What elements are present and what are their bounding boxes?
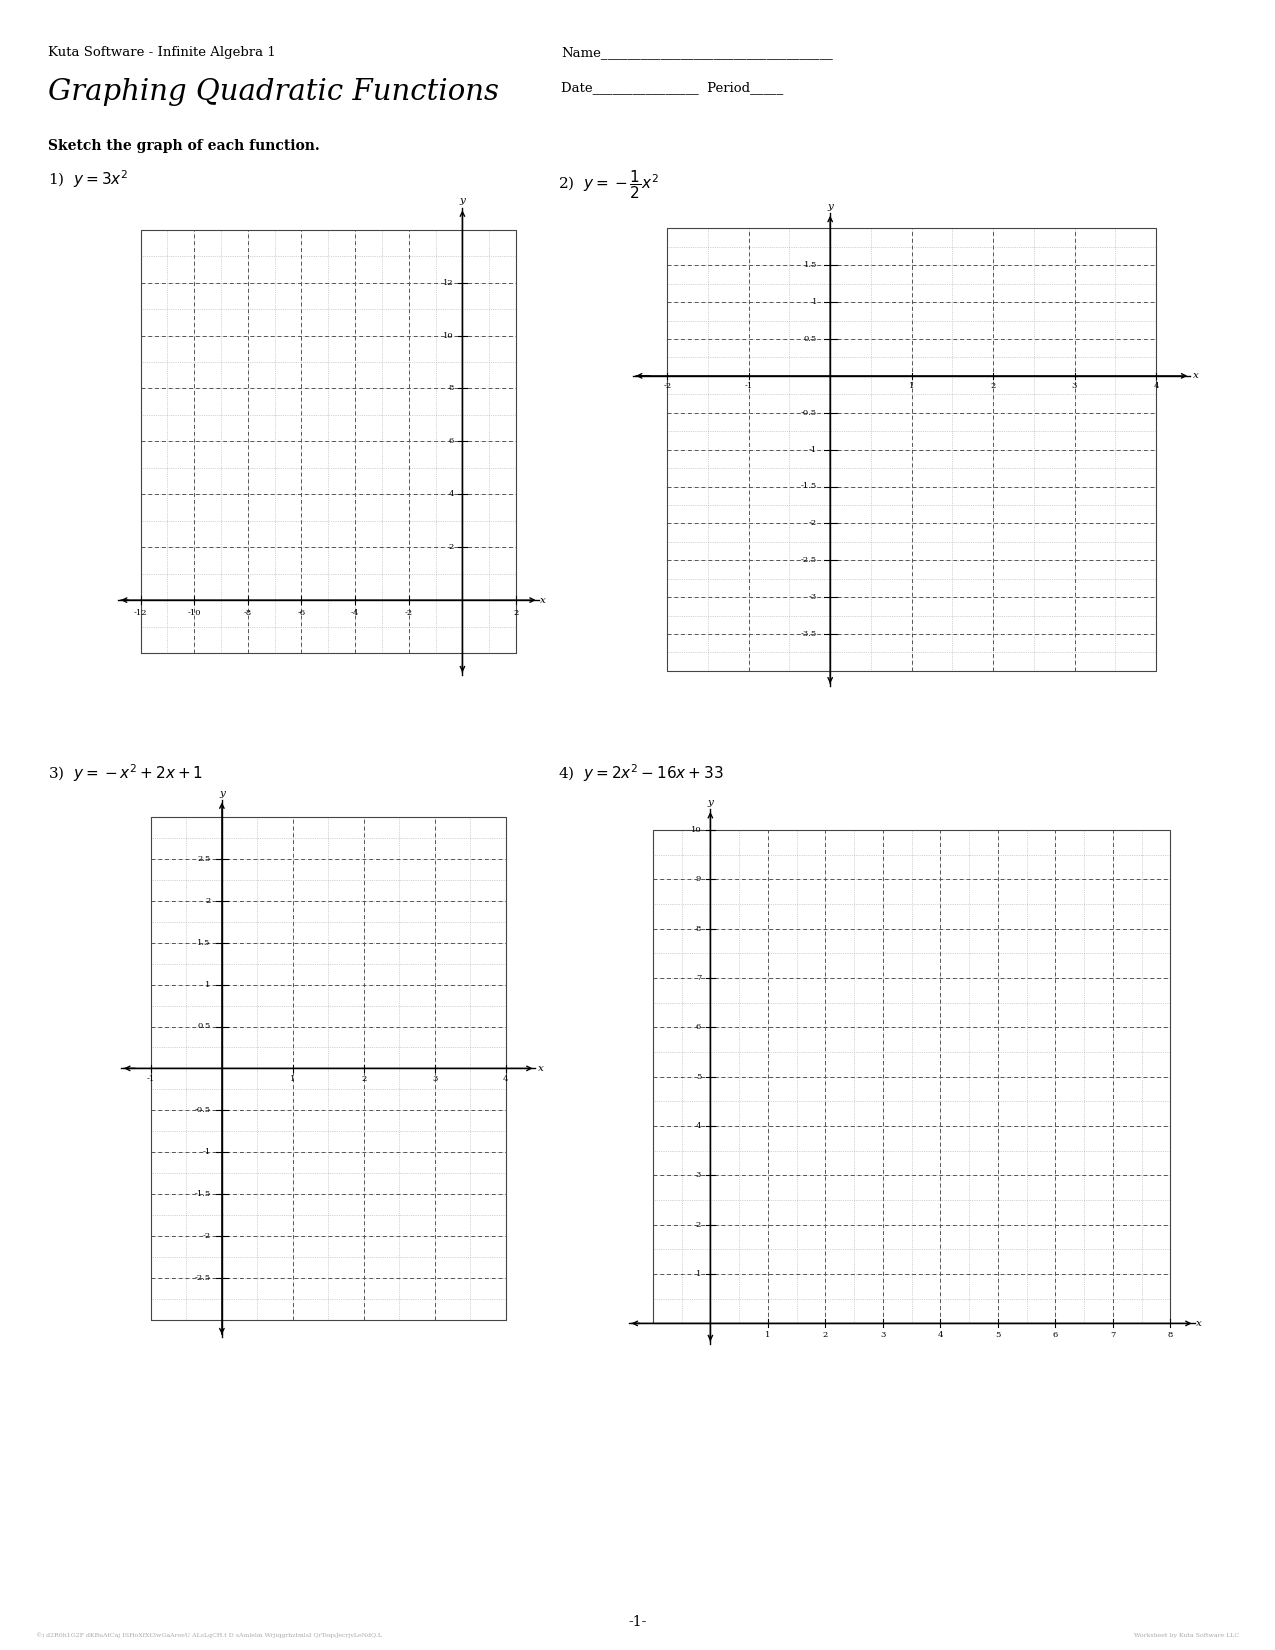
Text: 4: 4 [937,1332,944,1340]
Text: Graphing Quadratic Functions: Graphing Quadratic Functions [48,78,500,106]
Text: 7: 7 [696,974,701,982]
Text: 1.5: 1.5 [198,939,210,947]
Text: 4: 4 [502,1076,509,1082]
Text: 3: 3 [880,1332,886,1340]
Text: -1.5: -1.5 [194,1190,210,1198]
Bar [667,228,1156,672]
Text: 2: 2 [205,898,210,904]
Text: 1)  $y = 3x^2$: 1) $y = 3x^2$ [48,168,129,190]
Text: 2: 2 [514,609,519,617]
Text: -0.5: -0.5 [194,1106,210,1114]
Text: 1.5: 1.5 [803,261,817,269]
Text: 6: 6 [449,437,454,446]
Text: 2: 2 [991,381,996,389]
Text: 1: 1 [696,1270,701,1279]
Text: -10: -10 [187,609,201,617]
Text: ©i d2R0h1G2F dKBuAtCaj ISHoXfXt3wGaAroeU ALsLqCH.t D sAmlelm WrjiqgrhztmlsI QrTe: ©i d2R0h1G2F dKBuAtCaj ISHoXfXt3wGaAroeU… [36,1634,381,1638]
Text: 12: 12 [444,279,454,287]
Text: 10: 10 [691,827,701,833]
Text: -1: -1 [147,1076,156,1082]
Text: x: x [538,1064,543,1072]
Text: Sketch the graph of each function.: Sketch the graph of each function. [48,139,320,152]
Text: 7: 7 [1111,1332,1116,1340]
Text: 8: 8 [696,924,701,932]
Bar [150,817,506,1320]
Text: 4: 4 [449,490,454,498]
Text: 4)  $y = 2x^2 - 16x + 33$: 4) $y = 2x^2 - 16x + 33$ [558,762,724,784]
Text: 2: 2 [361,1076,366,1082]
Text: 3: 3 [1072,381,1077,389]
Text: -3.5: -3.5 [801,630,817,639]
Text: 1: 1 [291,1076,296,1082]
Text: Name___________________________________: Name___________________________________ [561,46,833,59]
Text: -2.5: -2.5 [801,556,817,564]
Text: y: y [219,789,224,797]
Text: 0.5: 0.5 [198,1023,210,1031]
Text: 1: 1 [812,299,817,307]
Text: -3: -3 [808,592,817,601]
Text: 8: 8 [449,384,454,393]
Text: 1: 1 [765,1332,770,1340]
Text: 10: 10 [444,332,454,340]
Text: 2.5: 2.5 [198,855,210,863]
Text: 0.5: 0.5 [803,335,817,343]
Text: 1: 1 [909,381,914,389]
Text: -12: -12 [134,609,148,617]
Text: 4: 4 [1154,381,1159,389]
Text: 2: 2 [822,1332,827,1340]
Text: 3)  $y = -x^2 + 2x + 1$: 3) $y = -x^2 + 2x + 1$ [48,762,204,784]
Text: 5: 5 [696,1072,701,1081]
Text: -1.5: -1.5 [801,482,817,490]
Text: -2: -2 [404,609,413,617]
Text: x: x [541,596,546,604]
Text: 3: 3 [696,1172,701,1180]
Text: -1-: -1- [629,1615,646,1629]
Text: x: x [1196,1318,1202,1328]
Text: 8: 8 [1168,1332,1173,1340]
Text: y: y [708,797,713,807]
Text: 2: 2 [696,1221,701,1229]
Text: 6: 6 [1053,1332,1058,1340]
Bar [653,830,1170,1323]
Text: -2.5: -2.5 [194,1274,210,1282]
Text: 2)  $y = -\dfrac{1}{2}x^2$: 2) $y = -\dfrac{1}{2}x^2$ [558,168,659,201]
Text: x: x [1192,371,1198,381]
Text: y: y [459,196,465,205]
Text: 6: 6 [696,1023,701,1031]
Text: -2: -2 [203,1233,210,1239]
Text: -1: -1 [808,446,817,454]
Text: -8: -8 [244,609,252,617]
Text: 9: 9 [696,874,701,883]
Text: -4: -4 [351,609,360,617]
Text: -0.5: -0.5 [801,409,817,417]
Text: -2: -2 [663,381,672,389]
Text: y: y [827,201,833,211]
Text: -1: -1 [745,381,752,389]
Text: 1: 1 [205,980,210,988]
Bar [140,229,516,653]
Text: 4: 4 [696,1122,701,1130]
Text: Worksheet by Kuta Software LLC: Worksheet by Kuta Software LLC [1135,1634,1239,1638]
Text: -1: -1 [203,1148,210,1157]
Text: 3: 3 [432,1076,437,1082]
Text: 2: 2 [449,543,454,551]
Text: -2: -2 [810,520,817,528]
Text: Date________________  Period_____: Date________________ Period_____ [561,81,783,94]
Text: Kuta Software - Infinite Algebra 1: Kuta Software - Infinite Algebra 1 [48,46,277,59]
Text: 5: 5 [996,1332,1001,1340]
Text: -6: -6 [297,609,306,617]
